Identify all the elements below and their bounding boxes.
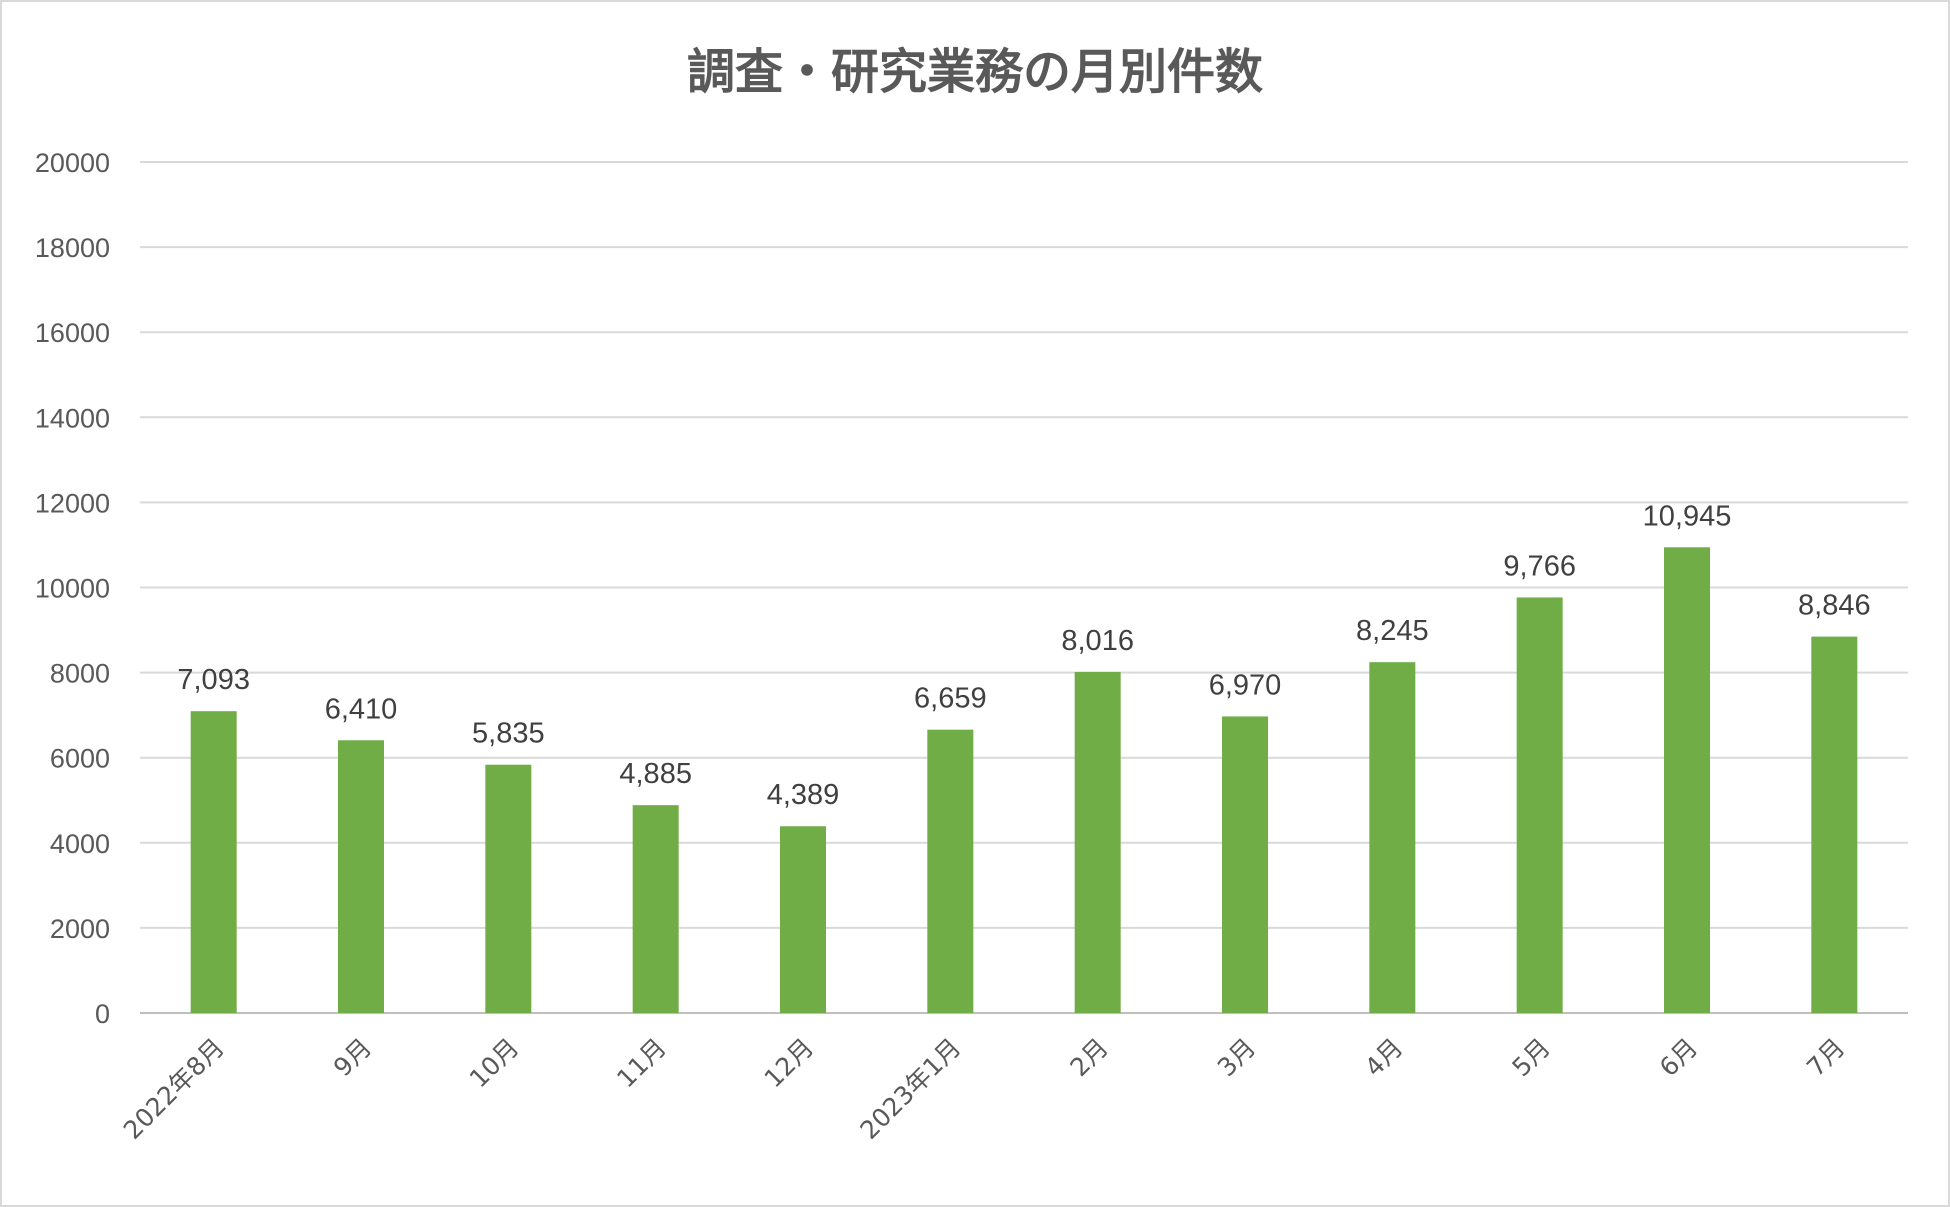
y-tick-label: 2000 xyxy=(50,914,110,944)
x-tick-label: 4月 xyxy=(1359,1033,1408,1082)
y-tick-label: 0 xyxy=(95,999,110,1029)
gridlines xyxy=(140,161,1908,1014)
data-label: 6,970 xyxy=(1209,669,1282,701)
data-label: 8,846 xyxy=(1798,590,1871,622)
bar xyxy=(1516,597,1563,1013)
x-tick-label: 3月 xyxy=(1212,1033,1261,1082)
bar xyxy=(1811,636,1858,1013)
bar xyxy=(780,826,826,1013)
x-tick-label: 9月 xyxy=(328,1033,377,1082)
y-tick-label: 18000 xyxy=(35,233,110,263)
bar xyxy=(1369,662,1416,1013)
y-tick-label: 10000 xyxy=(35,574,110,604)
y-tick-label: 14000 xyxy=(35,403,110,433)
data-label: 4,389 xyxy=(767,779,840,811)
y-tick-label: 4000 xyxy=(50,829,110,859)
x-tick-label: 10月 xyxy=(464,1033,525,1094)
y-axis-ticks: 0 2000 4000 6000 8000 10000 12000 14000 16000 180… xyxy=(35,148,110,1029)
bar xyxy=(632,805,679,1013)
x-tick-label: 2月 xyxy=(1064,1033,1113,1082)
data-label: 9,766 xyxy=(1503,550,1576,582)
y-tick-label: 12000 xyxy=(35,488,110,518)
y-tick-label: 6000 xyxy=(50,744,110,774)
data-label: 6,659 xyxy=(914,683,987,715)
x-tick-label: 5月 xyxy=(1506,1033,1555,1082)
data-label: 5,835 xyxy=(472,718,545,750)
x-tick-label: 7月 xyxy=(1801,1033,1850,1082)
bar xyxy=(927,729,974,1013)
bar xyxy=(1222,716,1268,1013)
bar xyxy=(1074,671,1121,1013)
data-label: 8,245 xyxy=(1356,615,1429,647)
bar xyxy=(1664,547,1710,1013)
data-label: 4,885 xyxy=(619,758,692,790)
chart-title: 調査・研究業務の月別件数 xyxy=(687,44,1263,100)
bar xyxy=(485,764,532,1013)
x-tick-label: 12月 xyxy=(759,1033,820,1094)
data-label: 7,093 xyxy=(177,664,250,696)
x-tick-label: 11月 xyxy=(611,1033,672,1094)
data-label: 10,945 xyxy=(1643,500,1732,532)
bars xyxy=(190,547,1858,1013)
x-tick-label: 2023年1月 xyxy=(854,1033,966,1145)
x-axis-ticks: 2022年8月 9月 10月 11月 12月 2023年1月 2月 3月 4月 5月 6月 7月 xyxy=(118,1033,1851,1145)
bar xyxy=(338,740,384,1013)
y-tick-label: 20000 xyxy=(35,148,110,178)
y-tick-label: 8000 xyxy=(50,659,110,689)
x-tick-label: 2022年8月 xyxy=(118,1033,230,1145)
data-labels: 7,093 6,410 5,835 4,885 4,389 6,659 8,016 6,970… xyxy=(177,500,1870,811)
data-label: 8,016 xyxy=(1061,625,1134,657)
y-tick-label: 16000 xyxy=(35,318,110,348)
x-tick-label: 6月 xyxy=(1654,1033,1703,1082)
data-label: 6,410 xyxy=(325,693,398,725)
bar xyxy=(190,711,237,1013)
